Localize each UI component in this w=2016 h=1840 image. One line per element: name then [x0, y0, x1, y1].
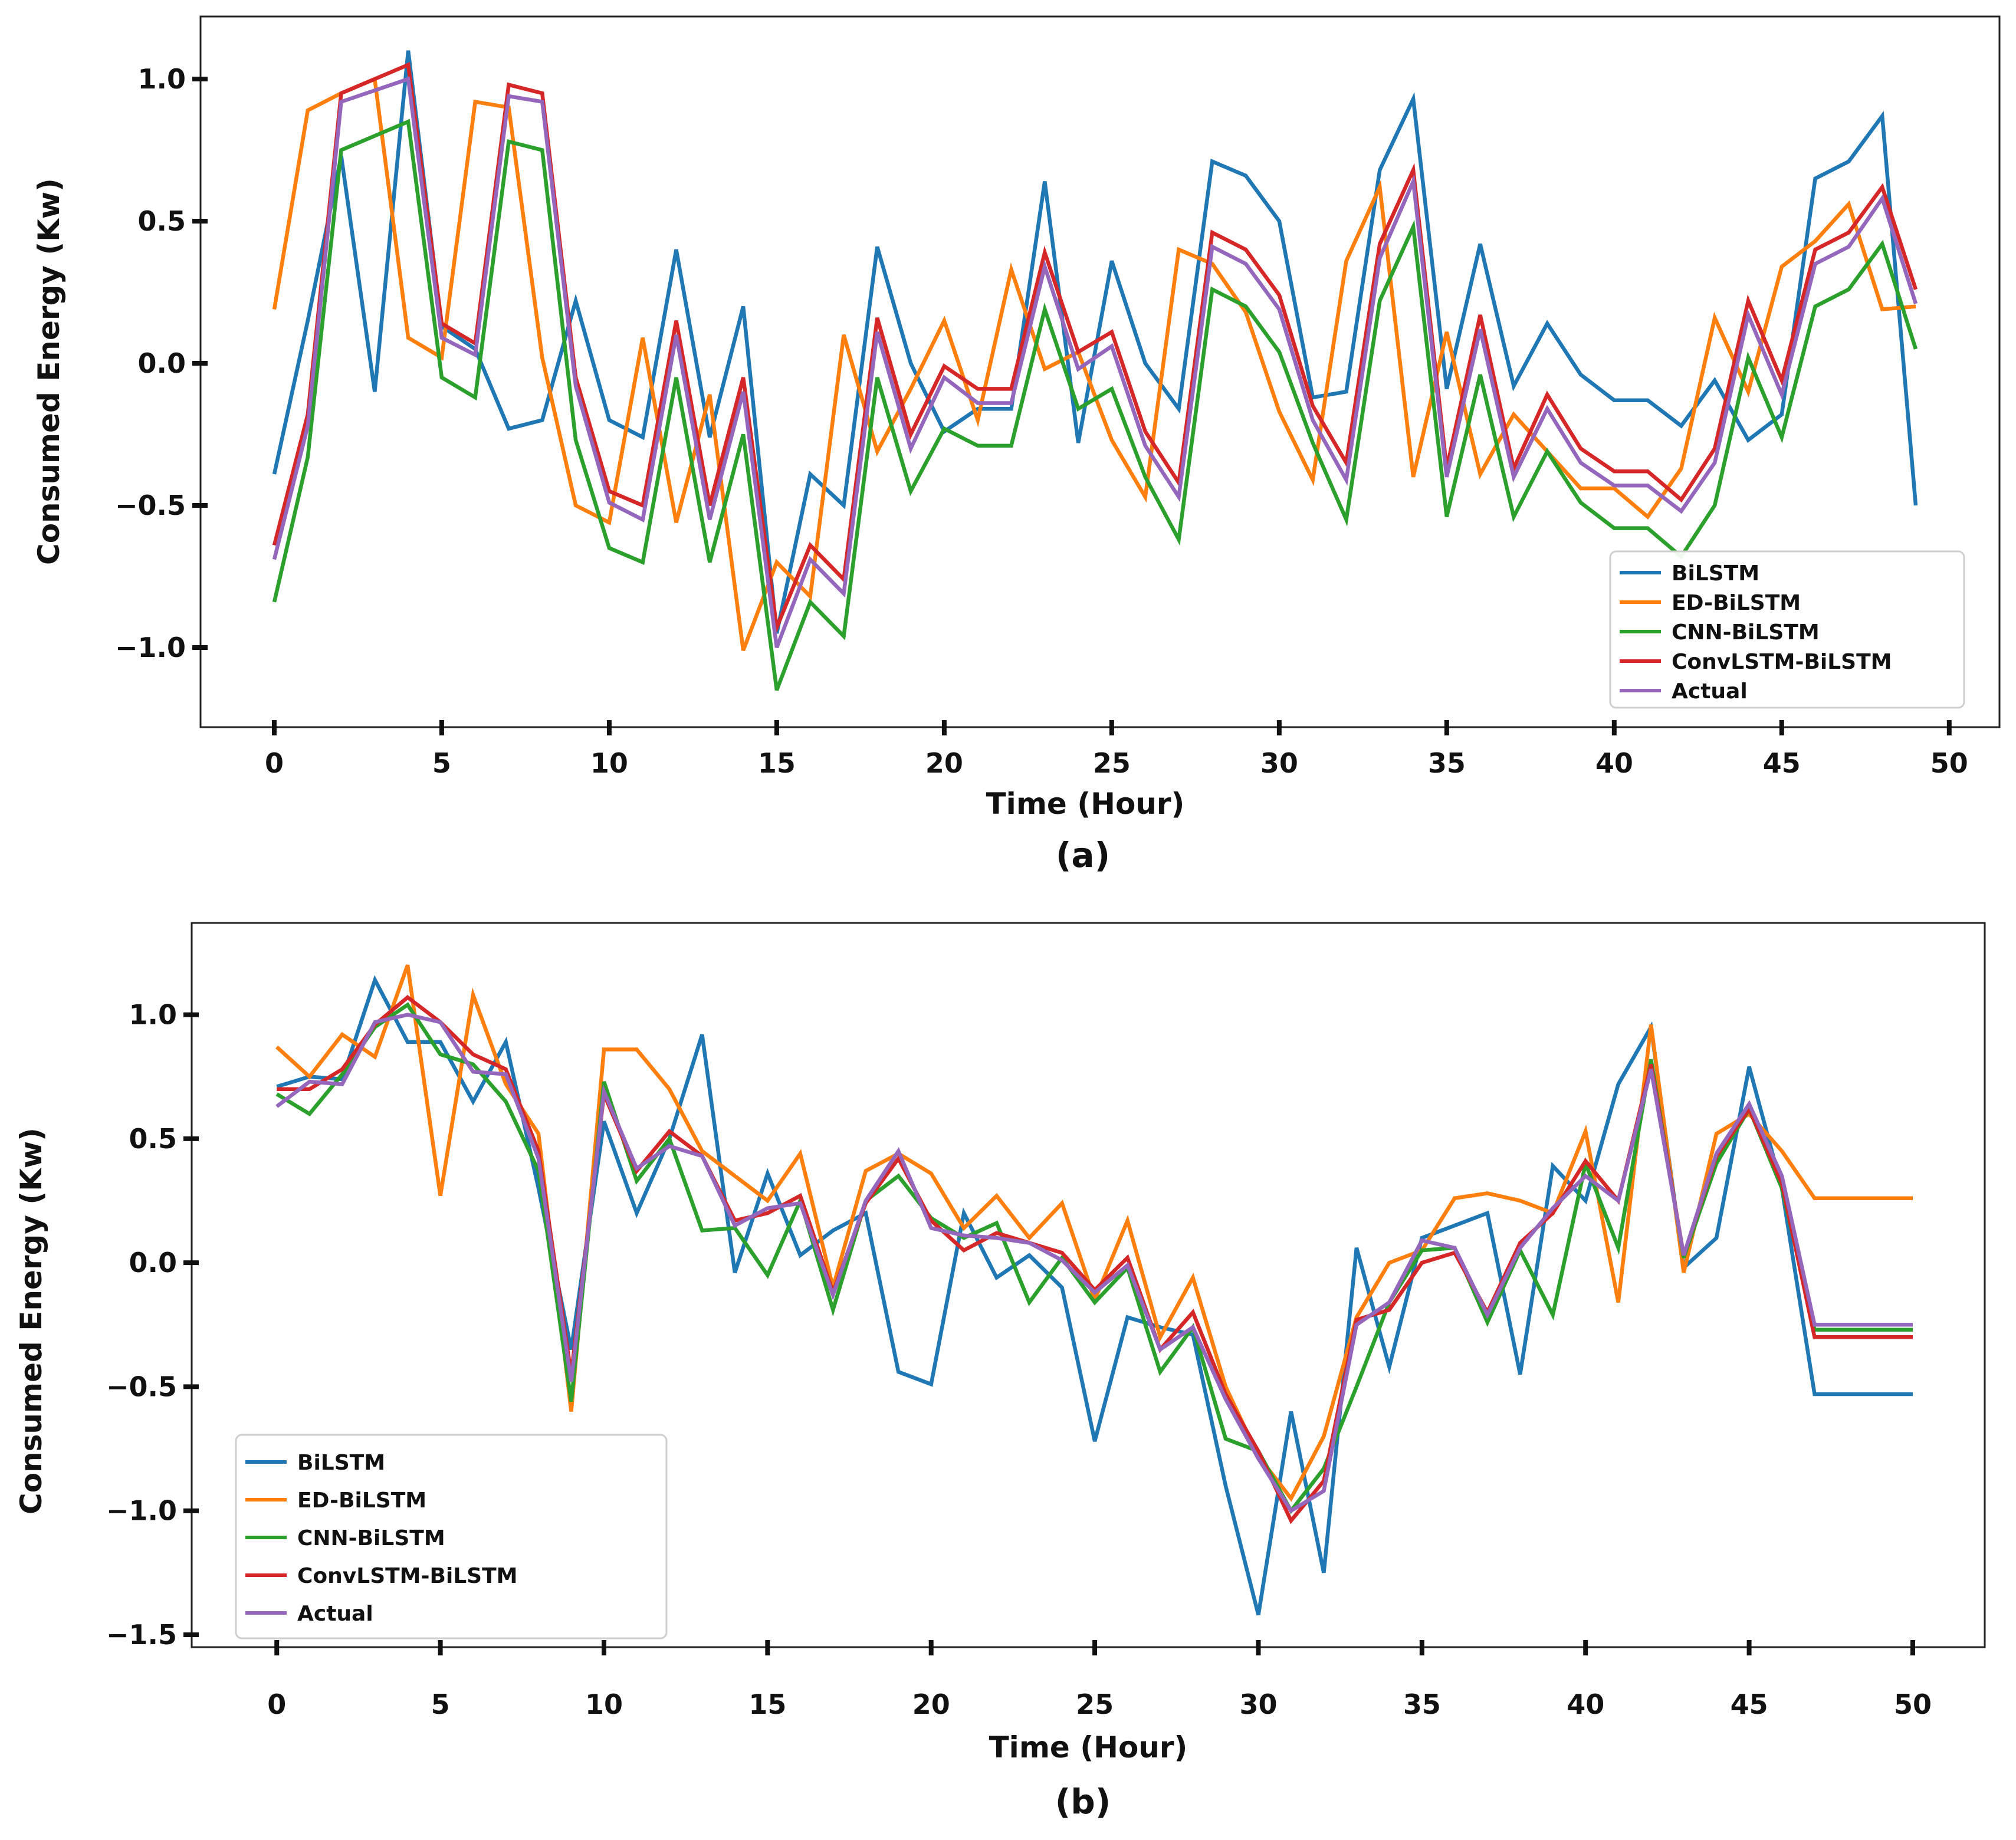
x-tick-label-b-50: 50 — [1894, 1688, 1932, 1720]
axis-ticks-b: 0 5 10 15 20 25 30 35 40 45 50 1.0 0.5 0.0 −0.5 −1.0 −1.… — [106, 999, 1932, 1720]
x-tick-label-a-5: 5 — [432, 747, 451, 779]
y-tick-label-b-0: 1.0 — [129, 999, 178, 1031]
y-tick-label-a-3: −0.5 — [115, 489, 186, 521]
legend-label-a-cnn-bilstm: CNN-BiLSTM — [1672, 620, 1820, 645]
legend-b: BiLSTM ED-BiLSTM CNN-BiLSTM ConvLSTM-BiLSTM… — [235, 1434, 668, 1639]
legend-label-a-convlstm-bilstm: ConvLSTM-BiLSTM — [1672, 650, 1892, 674]
series-line-a-actual — [272, 76, 1918, 649]
x-axis-title-a: Time (Hour) — [986, 787, 1185, 821]
legend-label-a-bilstm: BiLSTM — [1672, 561, 1759, 586]
legend-label-b-actual: Actual — [297, 1602, 373, 1626]
x-tick-label-a-35: 35 — [1428, 747, 1466, 779]
series-line-a-cnn-bilstm — [272, 119, 1918, 691]
x-tick-label-b-0: 0 — [267, 1688, 286, 1720]
y-tick-label-b-3: −0.5 — [106, 1371, 177, 1402]
chart-b-svg: 0 5 10 15 20 25 30 35 40 45 50 1.0 0.5 0.0 −0.5 −1.0 −1.… — [14, 922, 1986, 1822]
chart-panel-b: 0 5 10 15 20 25 30 35 40 45 50 1.0 0.5 0.0 −0.5 −1.0 −1.… — [0, 908, 2016, 1840]
y-axis-title-a: Consumed Energy (Kw) — [32, 178, 66, 565]
y-tick-label-a-4: −1.0 — [115, 632, 186, 663]
x-tick-label-b-30: 30 — [1239, 1688, 1277, 1720]
x-tick-label-b-40: 40 — [1567, 1688, 1604, 1720]
x-tick-label-b-5: 5 — [431, 1688, 450, 1720]
axis-ticks-a: 0 5 10 15 20 25 30 35 40 45 50 1.0 0.5 0.0 −0.5 −1.0 — [115, 63, 1968, 779]
chart-a-svg: 0 5 10 15 20 25 30 35 40 45 50 1.0 0.5 0.0 −0.5 −1.0 Ti… — [32, 15, 2001, 875]
legend-label-b-bilstm: BiLSTM — [297, 1451, 385, 1475]
series-line-b-cnn-bilstm — [275, 1002, 1913, 1514]
legend-box-b — [235, 1434, 668, 1639]
y-tick-label-b-2: 0.0 — [129, 1247, 178, 1279]
y-tick-label-b-4: −1.0 — [106, 1495, 177, 1527]
x-tick-label-b-10: 10 — [585, 1688, 623, 1720]
series-line-a-bilstm — [272, 50, 1918, 634]
x-tick-label-a-40: 40 — [1595, 747, 1633, 779]
legend-label-a-ed-bilstm: ED-BiLSTM — [1672, 591, 1801, 615]
x-tick-label-a-15: 15 — [758, 747, 796, 779]
x-tick-label-a-45: 45 — [1763, 747, 1801, 779]
x-tick-label-a-50: 50 — [1930, 747, 1968, 779]
x-tick-label-b-15: 15 — [748, 1688, 786, 1720]
x-axis-title-b: Time (Hour) — [989, 1730, 1188, 1765]
legend-label-b-convlstm-bilstm: ConvLSTM-BiLSTM — [297, 1564, 517, 1588]
y-axis-title-b: Consumed Energy (Kw) — [14, 1128, 48, 1514]
series-group-b — [275, 964, 1913, 1616]
series-line-a-ed-bilstm — [272, 76, 1916, 652]
x-tick-label-b-25: 25 — [1076, 1688, 1114, 1720]
x-tick-label-b-45: 45 — [1731, 1688, 1768, 1720]
series-line-b-actual — [275, 1013, 1913, 1514]
chart-panel-a: 0 5 10 15 20 25 30 35 40 45 50 1.0 0.5 0.0 −0.5 −1.0 Ti… — [0, 0, 2016, 908]
x-tick-label-a-30: 30 — [1260, 747, 1298, 779]
y-tick-label-a-0: 1.0 — [138, 63, 186, 95]
panel-label-b: (b) — [1055, 1782, 1111, 1822]
x-tick-label-a-10: 10 — [590, 747, 628, 779]
x-tick-label-a-0: 0 — [265, 747, 284, 779]
legend-label-b-cnn-bilstm: CNN-BiLSTM — [297, 1526, 445, 1550]
legend-label-a-actual: Actual — [1672, 679, 1748, 704]
panel-label-a: (a) — [1056, 835, 1110, 875]
y-tick-label-a-1: 0.5 — [138, 205, 186, 237]
x-tick-label-a-25: 25 — [1093, 747, 1131, 779]
y-tick-label-b-1: 0.5 — [129, 1123, 178, 1155]
legend-label-b-ed-bilstm: ED-BiLSTM — [297, 1489, 426, 1513]
y-tick-label-a-2: 0.0 — [138, 347, 186, 379]
legend-a: BiLSTM ED-BiLSTM CNN-BiLSTM ConvLSTM-BiLSTM… — [1609, 550, 1965, 709]
x-tick-label-b-35: 35 — [1403, 1688, 1441, 1720]
series-group-a — [272, 50, 1918, 691]
y-tick-label-b-5: −1.5 — [106, 1619, 177, 1651]
x-tick-label-a-20: 20 — [925, 747, 963, 779]
x-tick-label-b-20: 20 — [912, 1688, 950, 1720]
legend-box-a — [1609, 550, 1965, 709]
